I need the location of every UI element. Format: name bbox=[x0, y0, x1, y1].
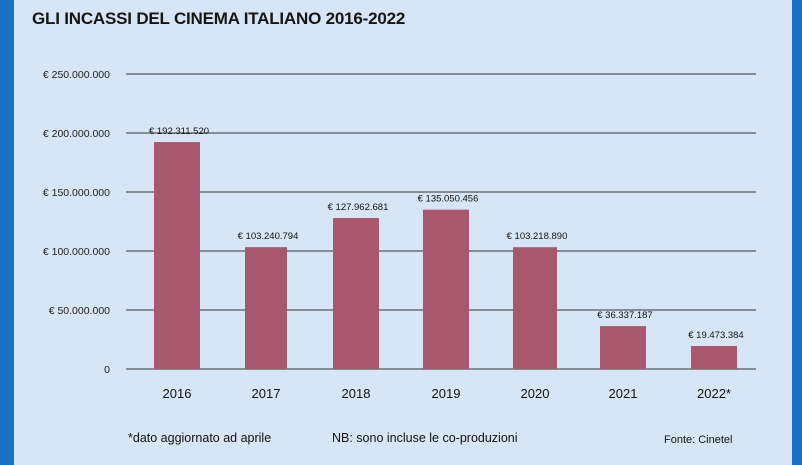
x-category-label: 2017 bbox=[252, 386, 281, 401]
y-tick-label: € 50.000.000 bbox=[49, 305, 110, 317]
bar-2016 bbox=[154, 142, 200, 369]
data-labels: € 192.311.520 € 103.240.794 € 127.962.681 €… bbox=[149, 126, 744, 341]
bar-2022 bbox=[691, 346, 737, 369]
data-label: € 135.050.456 bbox=[418, 194, 479, 205]
data-label: € 127.962.681 bbox=[328, 202, 389, 213]
x-category-label: 2021 bbox=[609, 386, 638, 401]
footnote-asterisk: *dato aggiornato ad aprile bbox=[128, 431, 272, 445]
bars bbox=[154, 142, 737, 369]
y-tick-label: € 200.000.000 bbox=[43, 128, 110, 140]
x-category-label: 2020 bbox=[521, 386, 550, 401]
x-category-label: 2019 bbox=[432, 386, 461, 401]
data-label: € 36.337.187 bbox=[597, 310, 652, 321]
data-label: € 19.473.384 bbox=[688, 330, 743, 341]
y-tick-label: € 150.000.000 bbox=[43, 187, 110, 199]
bar-2020 bbox=[513, 247, 557, 369]
y-axis-ticks: 0 € 50.000.000 € 100.000.000 € 150.000.000 €… bbox=[43, 69, 110, 376]
x-category-label: 2016 bbox=[163, 386, 192, 401]
y-tick-label: 0 bbox=[104, 364, 110, 376]
x-category-label: 2018 bbox=[342, 386, 371, 401]
data-label: € 103.218.890 bbox=[507, 231, 568, 242]
y-tick-label: € 250.000.000 bbox=[43, 69, 110, 81]
x-axis-categories: 2016 2017 2018 2019 2020 2021 2022* bbox=[163, 386, 731, 401]
data-label: € 103.240.794 bbox=[238, 231, 299, 242]
source-credit: Fonte: Cinetel bbox=[664, 434, 733, 446]
bar-2017 bbox=[245, 247, 287, 369]
bar-2018 bbox=[333, 218, 379, 369]
chart-panel bbox=[14, 0, 792, 465]
footnote-nb: NB: sono incluse le co-produzioni bbox=[332, 431, 518, 445]
y-tick-label: € 100.000.000 bbox=[43, 246, 110, 258]
x-category-label: 2022* bbox=[697, 386, 731, 401]
chart-title: GLI INCASSI DEL CINEMA ITALIANO 2016-202… bbox=[32, 9, 406, 28]
bar-2021 bbox=[600, 326, 646, 369]
bar-2019 bbox=[423, 209, 469, 369]
data-label: € 192.311.520 bbox=[149, 126, 209, 137]
